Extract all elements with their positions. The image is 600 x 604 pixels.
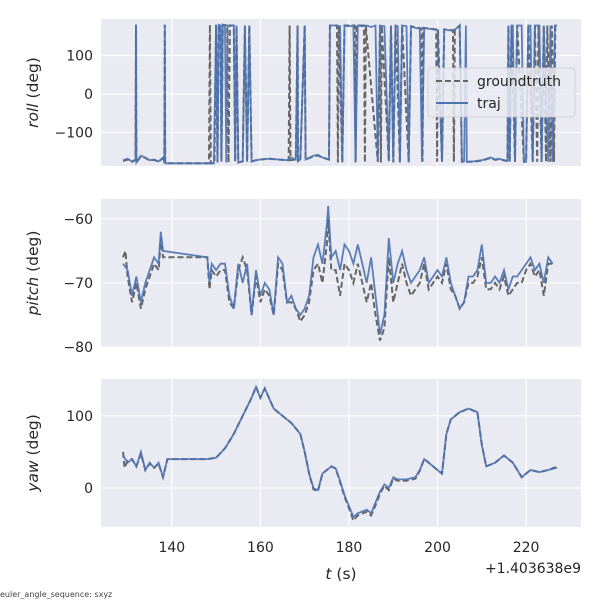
plot-area bbox=[101, 379, 581, 527]
x-axis-label: t (s) bbox=[325, 565, 356, 583]
panel-yaw: 100 0 yaw (deg) 140 160 180 200 220 bbox=[24, 379, 581, 556]
plot-area bbox=[101, 199, 581, 347]
y-tick-label: −100 bbox=[55, 126, 93, 142]
y-axis-label-yaw: yaw (deg) bbox=[24, 414, 42, 493]
x-tick-label: 160 bbox=[247, 540, 274, 556]
x-tick-label: 220 bbox=[513, 540, 540, 556]
pitch-traj-line bbox=[122, 205, 554, 335]
footnote: euler_angle_sequence: sxyz bbox=[0, 590, 112, 599]
pitch-groundtruth-line bbox=[122, 218, 553, 341]
x-tick-label: 200 bbox=[424, 540, 451, 556]
roll-traj-line bbox=[122, 23, 558, 166]
y-tick-label: −70 bbox=[63, 276, 93, 292]
y-tick-label: −80 bbox=[63, 340, 93, 356]
x-offset-text: +1.403638e9 bbox=[485, 561, 581, 577]
y-tick-label: 100 bbox=[66, 409, 93, 425]
panel-pitch: −60 −70 −80 pitch (deg) bbox=[24, 199, 581, 356]
y-tick-label: 100 bbox=[66, 49, 93, 65]
legend: groundtruth traj bbox=[427, 67, 576, 118]
y-axis-label-roll: roll (deg) bbox=[24, 57, 42, 128]
y-tick-label: 0 bbox=[84, 481, 93, 497]
yaw-traj-line bbox=[122, 384, 558, 519]
x-tick-label: 140 bbox=[158, 540, 185, 556]
y-axis-label-pitch: pitch (deg) bbox=[24, 231, 42, 317]
y-tick-label: 0 bbox=[84, 87, 93, 103]
x-tick-label: 180 bbox=[336, 540, 363, 556]
legend-traj-label: traj bbox=[477, 96, 501, 112]
legend-groundtruth-label: groundtruth bbox=[477, 74, 561, 90]
y-tick-label: −60 bbox=[63, 212, 93, 228]
